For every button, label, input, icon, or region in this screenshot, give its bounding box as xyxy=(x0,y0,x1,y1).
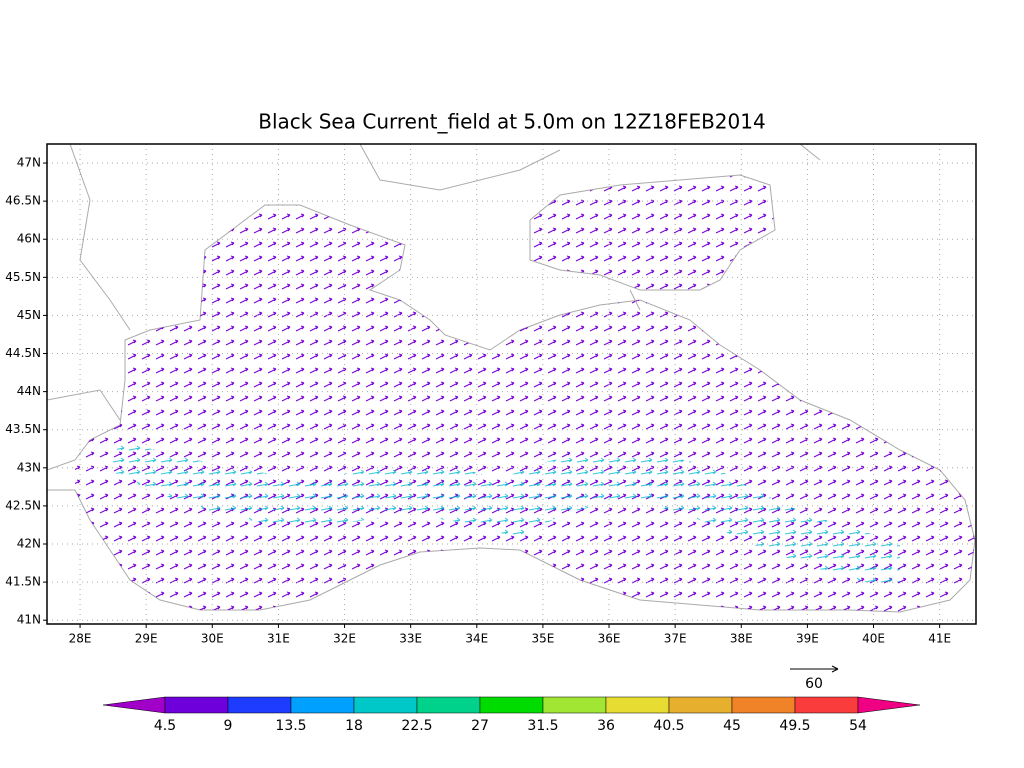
colorbar-box xyxy=(479,696,544,714)
colorbar-label: 45 xyxy=(723,718,741,734)
colorbar-box xyxy=(731,696,796,714)
colorbar-label: 31.5 xyxy=(527,718,558,734)
map-title: Black Sea Current_field at 5.0m on 12Z18… xyxy=(258,110,765,134)
map-frame xyxy=(46,143,977,625)
current-arrows-strong xyxy=(110,440,900,590)
x-tick-label: 41E xyxy=(928,632,951,646)
colorbar-extend-high xyxy=(857,696,921,714)
colorbar-label: 9 xyxy=(224,718,233,734)
x-tick-label: 28E xyxy=(69,632,92,646)
colorbar-label: 4.5 xyxy=(154,718,176,734)
y-tick-label: 41N xyxy=(17,613,41,627)
colorbar-extend-low xyxy=(102,696,166,714)
colorbar-box xyxy=(668,696,733,714)
colorbar-box xyxy=(164,696,229,714)
x-tick-label: 30E xyxy=(201,632,224,646)
colorbar-box xyxy=(290,696,355,714)
x-tick-label: 38E xyxy=(730,632,753,646)
colorbar-box xyxy=(416,696,481,714)
colorbar-label: 36 xyxy=(597,718,615,734)
y-tick-label: 43N xyxy=(17,460,41,474)
x-tick-label: 40E xyxy=(862,632,885,646)
colorbar-box xyxy=(794,696,859,714)
reference-vector-label: 60 xyxy=(805,676,823,692)
colorbar-label: 22.5 xyxy=(401,718,432,734)
colorbar-box xyxy=(605,696,670,714)
y-tick-label: 47N xyxy=(17,156,41,170)
y-tick-label: 43.5N xyxy=(5,422,41,436)
colorbar-label: 49.5 xyxy=(779,718,810,734)
azov-sea xyxy=(529,174,776,291)
y-tick-label: 45N xyxy=(17,308,41,322)
y-tick-label: 42N xyxy=(17,537,41,551)
colorbar-box xyxy=(542,696,607,714)
map-area xyxy=(47,144,976,613)
colorbar-label: 27 xyxy=(471,718,489,734)
x-tick-label: 32E xyxy=(333,632,356,646)
y-tick-label: 46.5N xyxy=(5,194,41,208)
colorbar-box xyxy=(353,696,418,714)
colorbar-label: 13.5 xyxy=(275,718,306,734)
x-tick-label: 33E xyxy=(399,632,422,646)
x-tick-label: 34E xyxy=(465,632,488,646)
y-tick-label: 46N xyxy=(17,232,41,246)
colorbar-label: 54 xyxy=(849,718,867,734)
colorbar: 4.5 9 13.5 18 22.5 27 31.5 36 40.5 45 49.5 54 xyxy=(102,696,921,734)
y-tick-label: 42.5N xyxy=(5,498,41,512)
x-tick-label: 37E xyxy=(664,632,687,646)
x-tick-label: 31E xyxy=(267,632,290,646)
x-tick-label: 39E xyxy=(796,632,819,646)
x-tick-label: 36E xyxy=(598,632,621,646)
y-tick-label: 44N xyxy=(17,384,41,398)
colorbar-label: 40.5 xyxy=(653,718,684,734)
x-tick-label: 35E xyxy=(531,632,554,646)
colorbar-box xyxy=(227,696,292,714)
y-tick-label: 41.5N xyxy=(5,575,41,589)
y-tick-label: 45.5N xyxy=(5,270,41,284)
grid xyxy=(43,144,976,628)
x-tick-label: 29E xyxy=(135,632,158,646)
y-tick-label: 44.5N xyxy=(5,346,41,360)
reference-arrow-head xyxy=(831,665,839,673)
colorbar-label: 18 xyxy=(345,718,363,734)
